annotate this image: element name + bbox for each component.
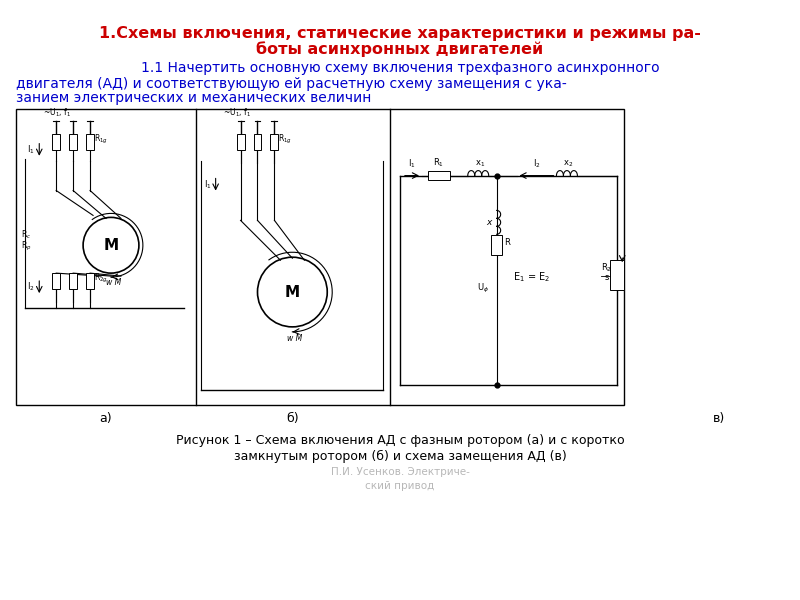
- Text: I$_1$: I$_1$: [408, 158, 416, 170]
- Bar: [254, 134, 262, 149]
- Bar: [69, 273, 77, 289]
- Text: E$_1$ = E$_2$: E$_1$ = E$_2$: [513, 270, 550, 284]
- Text: x$_1$: x$_1$: [474, 158, 485, 169]
- Text: R$_{2g}$: R$_{2g}$: [94, 271, 108, 284]
- Text: U$_\phi$: U$_\phi$: [477, 281, 489, 295]
- Text: ский привод: ский привод: [366, 481, 434, 491]
- Bar: [610, 260, 624, 290]
- Text: б): б): [286, 412, 298, 425]
- Bar: [16, 109, 624, 404]
- Text: П.И. Усенков. Электриче-: П.И. Усенков. Электриче-: [330, 467, 470, 477]
- Text: R$_2$: R$_2$: [602, 261, 612, 274]
- Bar: [491, 235, 502, 255]
- Text: R$_{1g}$: R$_{1g}$: [278, 133, 293, 146]
- Text: боты асинхронных двигателей: боты асинхронных двигателей: [256, 41, 544, 57]
- Text: R$_p$: R$_p$: [22, 239, 32, 253]
- Bar: [52, 134, 60, 149]
- Text: I$_1$: I$_1$: [27, 143, 35, 156]
- Text: w M: w M: [287, 334, 302, 343]
- Text: ~U$_1$, f$_1$: ~U$_1$, f$_1$: [222, 107, 251, 119]
- Text: s: s: [604, 273, 609, 282]
- Text: I$_2$: I$_2$: [533, 158, 540, 170]
- Text: x$_2$: x$_2$: [563, 158, 574, 169]
- Text: 1.1 Начертить основную схему включения трехфазного асинхронного: 1.1 Начертить основную схему включения т…: [141, 61, 659, 75]
- Text: замкнутым ротором (б) и схема замещения АД (в): замкнутым ротором (б) и схема замещения …: [234, 451, 566, 463]
- Bar: [86, 134, 94, 149]
- Text: M: M: [103, 238, 118, 253]
- Bar: [237, 134, 245, 149]
- Text: R$_c$: R$_c$: [22, 228, 31, 241]
- Text: ~U$_1$, f$_1$: ~U$_1$, f$_1$: [43, 107, 71, 119]
- Text: 1.Схемы включения, статические характеристики и режимы ра-: 1.Схемы включения, статические характери…: [99, 26, 701, 41]
- Text: Рисунок 1 – Схема включения АД с фазным ротором (а) и с коротко: Рисунок 1 – Схема включения АД с фазным …: [176, 434, 624, 448]
- Bar: [69, 134, 77, 149]
- Bar: [86, 273, 94, 289]
- Text: M: M: [285, 284, 300, 299]
- Text: двигателя (АД) и соответствующую ей расчетную схему замещения с ука-: двигателя (АД) и соответствующую ей расч…: [16, 77, 567, 91]
- Text: w M: w M: [106, 278, 122, 287]
- Text: I$_1$: I$_1$: [204, 178, 211, 191]
- Text: а): а): [100, 412, 112, 425]
- Text: R$_1$: R$_1$: [433, 157, 444, 169]
- Bar: [428, 171, 450, 180]
- Bar: [52, 273, 60, 289]
- Bar: [270, 134, 278, 149]
- Text: R$_{1g}$: R$_{1g}$: [94, 133, 108, 146]
- Text: x: x: [486, 218, 492, 227]
- Text: R: R: [504, 238, 510, 247]
- Text: занием электрических и механических величин: занием электрических и механических вели…: [16, 91, 372, 105]
- Text: в): в): [713, 412, 725, 425]
- Text: I$_2$: I$_2$: [27, 281, 35, 293]
